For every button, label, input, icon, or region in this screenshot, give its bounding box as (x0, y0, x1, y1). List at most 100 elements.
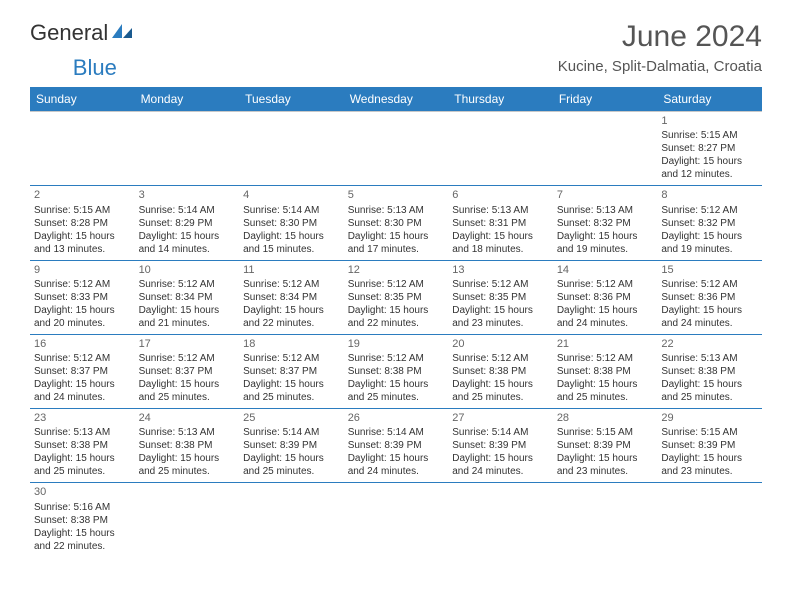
day-number: 27 (452, 411, 549, 425)
calendar-cell: 21Sunrise: 5:12 AMSunset: 8:38 PMDayligh… (553, 334, 658, 408)
cell-line: Sunrise: 5:15 AM (34, 204, 131, 217)
cell-line: and 25 minutes. (139, 465, 236, 478)
calendar-cell: 16Sunrise: 5:12 AMSunset: 8:37 PMDayligh… (30, 334, 135, 408)
logo: General (30, 20, 136, 46)
cell-line: Daylight: 15 hours (452, 452, 549, 465)
calendar-cell: 9Sunrise: 5:12 AMSunset: 8:33 PMDaylight… (30, 260, 135, 334)
cell-line: Sunset: 8:27 PM (661, 142, 758, 155)
day-number: 25 (243, 411, 340, 425)
day-header: Sunday (30, 87, 135, 112)
cell-line: Daylight: 15 hours (452, 378, 549, 391)
cell-line: and 25 minutes. (348, 391, 445, 404)
day-number: 10 (139, 263, 236, 277)
calendar-cell: 5Sunrise: 5:13 AMSunset: 8:30 PMDaylight… (344, 186, 449, 260)
calendar-cell: 1Sunrise: 5:15 AMSunset: 8:27 PMDaylight… (657, 112, 762, 186)
cell-line: Daylight: 15 hours (661, 230, 758, 243)
calendar-week: 30Sunrise: 5:16 AMSunset: 8:38 PMDayligh… (30, 483, 762, 557)
cell-line: and 20 minutes. (34, 317, 131, 330)
cell-line: and 25 minutes. (243, 391, 340, 404)
cell-line: Sunrise: 5:12 AM (661, 204, 758, 217)
cell-line: Sunrise: 5:15 AM (661, 426, 758, 439)
cell-line: and 23 minutes. (557, 465, 654, 478)
cell-line: Daylight: 15 hours (34, 230, 131, 243)
day-number: 21 (557, 337, 654, 351)
day-number: 29 (661, 411, 758, 425)
cell-line: and 24 minutes. (348, 465, 445, 478)
cell-line: Sunrise: 5:12 AM (661, 278, 758, 291)
day-number: 15 (661, 263, 758, 277)
cell-line: Sunrise: 5:14 AM (139, 204, 236, 217)
cell-line: Sunset: 8:39 PM (661, 439, 758, 452)
calendar-cell (448, 483, 553, 557)
cell-line: Sunset: 8:37 PM (139, 365, 236, 378)
cell-line: Sunset: 8:30 PM (243, 217, 340, 230)
calendar-week: 2Sunrise: 5:15 AMSunset: 8:28 PMDaylight… (30, 186, 762, 260)
cell-line: Sunset: 8:35 PM (452, 291, 549, 304)
cell-line: and 22 minutes. (243, 317, 340, 330)
cell-line: Daylight: 15 hours (34, 527, 131, 540)
day-number: 8 (661, 188, 758, 202)
cell-line: Daylight: 15 hours (348, 230, 445, 243)
calendar-cell: 10Sunrise: 5:12 AMSunset: 8:34 PMDayligh… (135, 260, 240, 334)
cell-line: Daylight: 15 hours (243, 452, 340, 465)
cell-line: Sunset: 8:35 PM (348, 291, 445, 304)
calendar-cell: 27Sunrise: 5:14 AMSunset: 8:39 PMDayligh… (448, 409, 553, 483)
cell-line: Sunrise: 5:13 AM (557, 204, 654, 217)
cell-line: Sunset: 8:38 PM (661, 365, 758, 378)
logo-text-2-wrap: Blue (30, 55, 762, 81)
cell-line: Daylight: 15 hours (34, 304, 131, 317)
cell-line: Sunset: 8:36 PM (557, 291, 654, 304)
cell-line: Daylight: 15 hours (661, 155, 758, 168)
day-header: Monday (135, 87, 240, 112)
day-number: 2 (34, 188, 131, 202)
day-number: 5 (348, 188, 445, 202)
cell-line: and 24 minutes. (557, 317, 654, 330)
calendar-cell: 28Sunrise: 5:15 AMSunset: 8:39 PMDayligh… (553, 409, 658, 483)
cell-line: Sunset: 8:36 PM (661, 291, 758, 304)
cell-line: Sunrise: 5:13 AM (452, 204, 549, 217)
cell-line: Sunrise: 5:12 AM (557, 352, 654, 365)
calendar-cell: 2Sunrise: 5:15 AMSunset: 8:28 PMDaylight… (30, 186, 135, 260)
cell-line: Daylight: 15 hours (452, 230, 549, 243)
cell-line: Sunset: 8:29 PM (139, 217, 236, 230)
cell-line: and 22 minutes. (34, 540, 131, 553)
cell-line: Daylight: 15 hours (557, 304, 654, 317)
cell-line: and 12 minutes. (661, 168, 758, 181)
cell-line: Sunrise: 5:12 AM (348, 278, 445, 291)
cell-line: Daylight: 15 hours (661, 452, 758, 465)
day-number: 16 (34, 337, 131, 351)
cell-line: Sunrise: 5:13 AM (661, 352, 758, 365)
calendar-cell (135, 483, 240, 557)
cell-line: Sunrise: 5:13 AM (34, 426, 131, 439)
cell-line: Sunset: 8:32 PM (557, 217, 654, 230)
day-number: 20 (452, 337, 549, 351)
cell-line: Sunrise: 5:12 AM (348, 352, 445, 365)
logo-text-1: General (30, 20, 108, 46)
calendar-week: 1Sunrise: 5:15 AMSunset: 8:27 PMDaylight… (30, 112, 762, 186)
calendar-cell: 11Sunrise: 5:12 AMSunset: 8:34 PMDayligh… (239, 260, 344, 334)
cell-line: Sunset: 8:34 PM (139, 291, 236, 304)
cell-line: Sunset: 8:37 PM (34, 365, 131, 378)
cell-line: Sunset: 8:38 PM (139, 439, 236, 452)
day-number: 13 (452, 263, 549, 277)
cell-line: Sunset: 8:38 PM (557, 365, 654, 378)
cell-line: Sunset: 8:31 PM (452, 217, 549, 230)
calendar-cell: 22Sunrise: 5:13 AMSunset: 8:38 PMDayligh… (657, 334, 762, 408)
day-number: 11 (243, 263, 340, 277)
calendar-cell (553, 483, 658, 557)
day-number: 23 (34, 411, 131, 425)
cell-line: Sunrise: 5:12 AM (452, 278, 549, 291)
day-number: 12 (348, 263, 445, 277)
day-header: Friday (553, 87, 658, 112)
calendar-cell: 13Sunrise: 5:12 AMSunset: 8:35 PMDayligh… (448, 260, 553, 334)
day-header: Tuesday (239, 87, 344, 112)
calendar-cell: 14Sunrise: 5:12 AMSunset: 8:36 PMDayligh… (553, 260, 658, 334)
calendar-cell (239, 483, 344, 557)
day-header: Thursday (448, 87, 553, 112)
calendar-cell: 7Sunrise: 5:13 AMSunset: 8:32 PMDaylight… (553, 186, 658, 260)
cell-line: Sunset: 8:34 PM (243, 291, 340, 304)
day-header: Wednesday (344, 87, 449, 112)
calendar-cell: 4Sunrise: 5:14 AMSunset: 8:30 PMDaylight… (239, 186, 344, 260)
day-number: 30 (34, 485, 131, 499)
calendar-cell: 15Sunrise: 5:12 AMSunset: 8:36 PMDayligh… (657, 260, 762, 334)
